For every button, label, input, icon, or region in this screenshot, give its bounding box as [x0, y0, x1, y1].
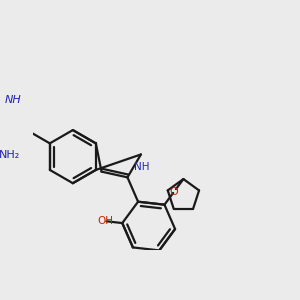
Text: NH: NH: [134, 162, 150, 172]
Text: OH: OH: [97, 216, 113, 226]
Text: NH: NH: [5, 95, 22, 105]
Text: O: O: [169, 187, 178, 197]
Text: NH₂: NH₂: [0, 150, 20, 160]
